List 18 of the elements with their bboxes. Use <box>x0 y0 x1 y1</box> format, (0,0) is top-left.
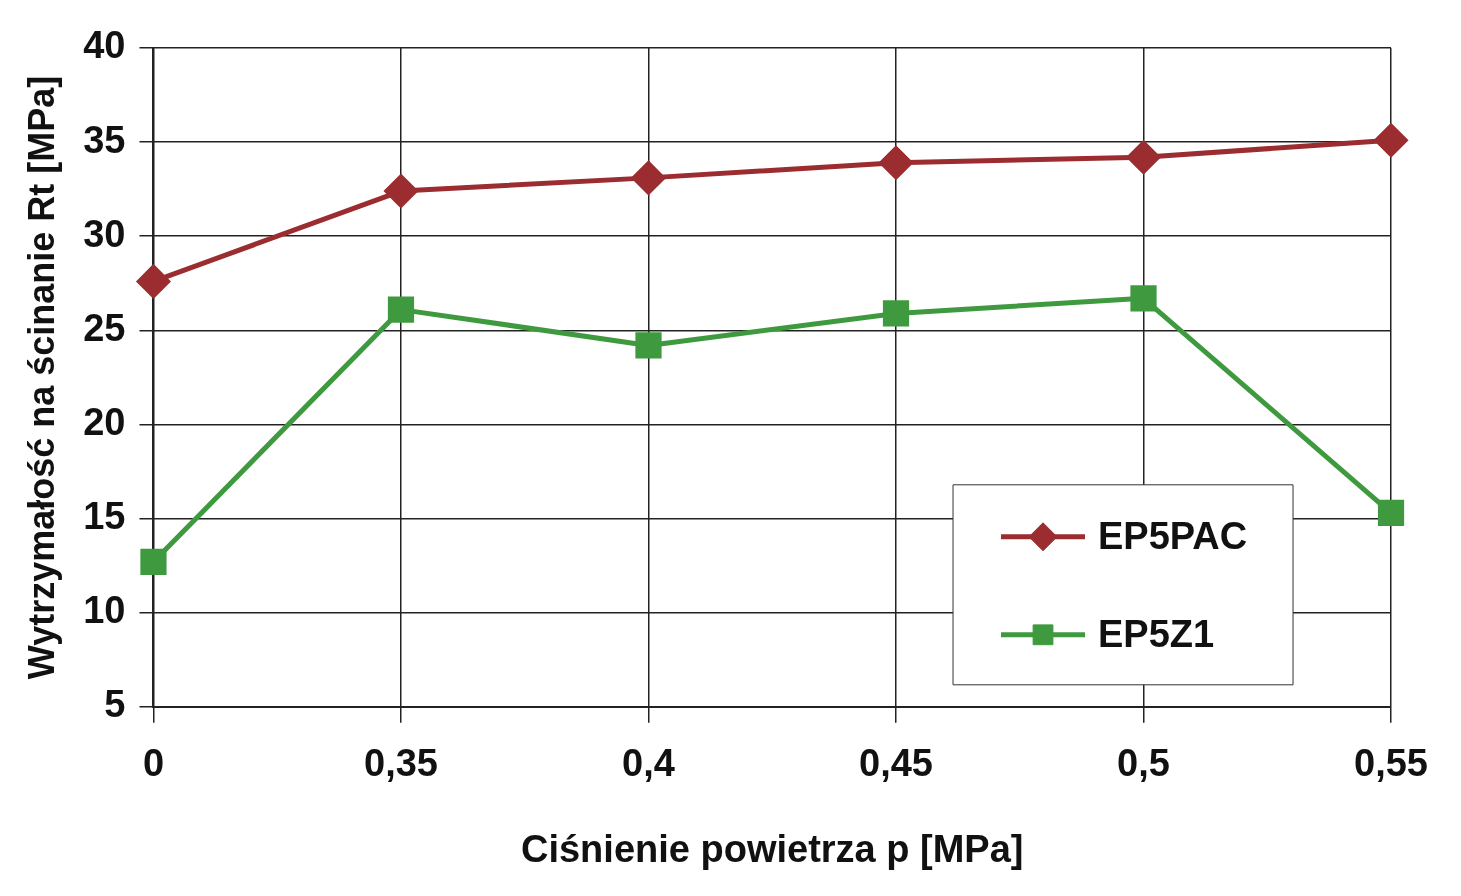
x-tick-label: 0,4 <box>622 742 675 785</box>
x-tick-label: 0,35 <box>363 742 438 785</box>
legend-label: EP5Z1 <box>1098 613 1215 656</box>
x-tick-label: 0,5 <box>1117 742 1170 785</box>
y-tick-label: 40 <box>83 24 126 67</box>
y-tick-label: 10 <box>83 589 126 632</box>
y-tick-label: 35 <box>83 118 126 161</box>
y-tick-label: 20 <box>83 400 126 443</box>
x-tick-label: 0,45 <box>859 742 933 785</box>
legend-label: EP5PAC <box>1098 515 1248 558</box>
x-axis-title: Ciśnienie powietrza p [MPa] <box>520 827 1024 870</box>
y-tick-label: 30 <box>83 212 126 255</box>
y-axis-title: Wytrzymałość na ścinanie Rt [MPa] <box>20 75 62 680</box>
y-tick-label: 25 <box>83 306 126 349</box>
y-tick-label: 5 <box>104 683 126 726</box>
x-tick-label: 0 <box>142 742 165 785</box>
y-tick-label: 15 <box>83 495 126 538</box>
x-tick-label: 0,55 <box>1354 742 1428 785</box>
